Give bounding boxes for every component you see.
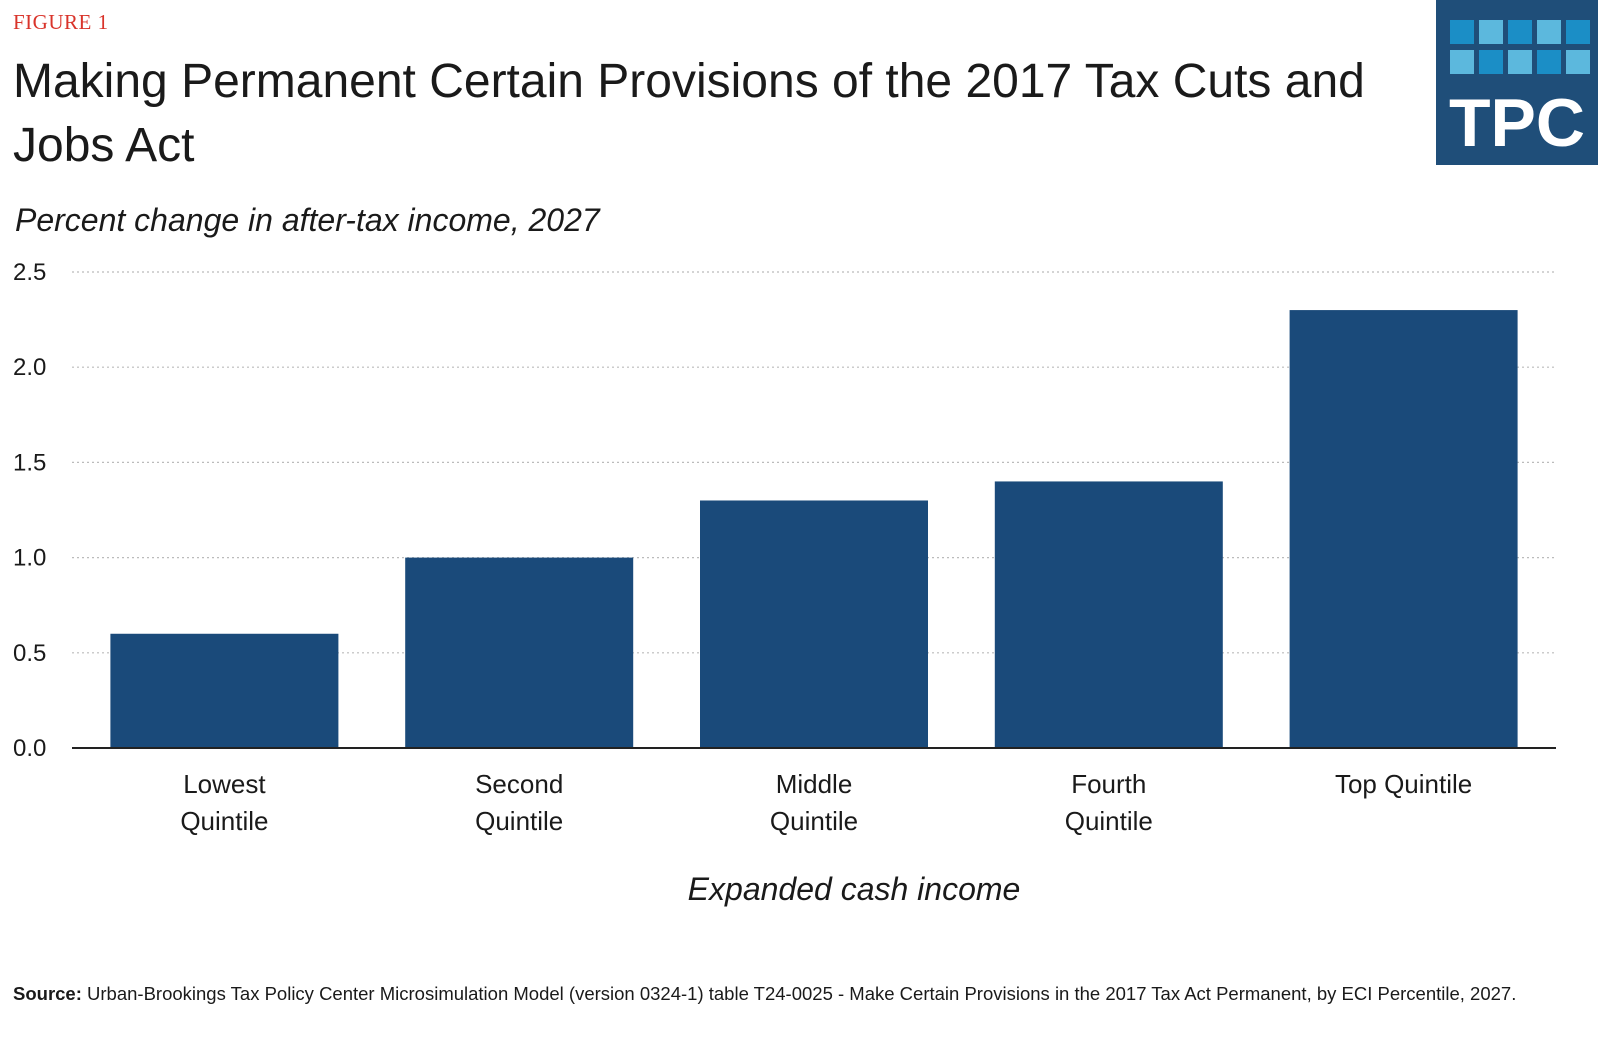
logo-tile — [1566, 50, 1590, 74]
y-tick-label: 2.0 — [13, 354, 46, 381]
x-tick-label: Middle — [776, 769, 853, 799]
chart-subtitle: Percent change in after-tax income, 2027 — [15, 202, 600, 238]
logo-tile — [1537, 50, 1561, 74]
source-text: Urban-Brookings Tax Policy Center Micros… — [87, 983, 1517, 1004]
bar — [994, 481, 1223, 748]
y-tick-label: 0.5 — [13, 640, 46, 667]
label-layer: 0.0 0.5 1.0 1.5 2.0 2.5 Lowest Quintile Second Qu… — [13, 259, 1472, 907]
x-axis-label: Expanded cash income — [688, 871, 1021, 907]
y-tick-label: 1.5 — [13, 449, 46, 476]
x-tick-label: Quintile — [770, 806, 858, 836]
x-tick-label: Quintile — [475, 806, 563, 836]
x-tick-label: Lowest — [183, 769, 266, 799]
logo-tile — [1566, 20, 1590, 44]
logo-tile — [1450, 20, 1474, 44]
x-tick-label: Top Quintile — [1335, 769, 1472, 799]
bar — [700, 500, 928, 748]
figure-label: FIGURE 1 — [13, 10, 109, 34]
x-tick-label: Quintile — [180, 806, 268, 836]
tpc-logo: TPC — [1436, 0, 1598, 165]
logo-tile — [1450, 50, 1474, 74]
y-tick-label: 2.5 — [13, 259, 46, 286]
logo-tile — [1479, 20, 1503, 44]
x-tick-label: Fourth — [1071, 769, 1146, 799]
bars-layer — [110, 310, 1518, 748]
logo-tile — [1508, 50, 1532, 74]
bar — [1289, 310, 1518, 748]
x-tick-label: Second — [475, 769, 563, 799]
bar — [405, 557, 634, 748]
bar-chart: 0.0 0.5 1.0 1.5 2.0 2.5 Lowest Quintile Second Qu… — [13, 259, 1556, 907]
logo-tile — [1537, 20, 1561, 44]
chart-title: Making Permanent Certain Provisions of t… — [13, 55, 1365, 172]
source-label: Source: — [13, 983, 82, 1004]
bar — [110, 633, 339, 748]
y-tick-label: 0.0 — [13, 735, 46, 762]
source-note: Source: Urban-Brookings Tax Policy Cente… — [13, 980, 1573, 1008]
logo-tile — [1479, 50, 1503, 74]
logo-tiles — [1450, 20, 1590, 74]
y-tick-label: 1.0 — [13, 545, 46, 572]
logo-text: TPC — [1449, 85, 1585, 161]
logo-tile — [1508, 20, 1532, 44]
x-tick-label: Quintile — [1065, 806, 1153, 836]
